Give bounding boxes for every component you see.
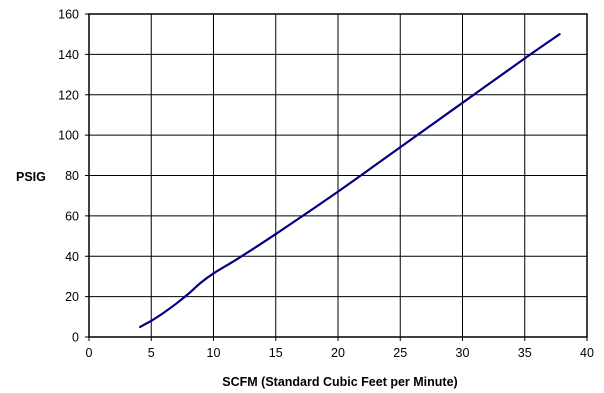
x-tick-label: 15: [269, 346, 283, 360]
y-tick-label: 0: [72, 331, 79, 345]
x-axis-ticks: 0 5 10 15 20 25 30 35 40: [86, 337, 594, 360]
grid-lines: [89, 14, 587, 337]
x-tick-label: 20: [331, 346, 345, 360]
y-tick-label: 40: [65, 250, 79, 264]
x-tick-label: 30: [456, 346, 470, 360]
y-tick-label: 140: [58, 48, 79, 62]
y-tick-label: 60: [65, 209, 79, 223]
x-tick-label: 25: [393, 346, 407, 360]
y-tick-label: 80: [65, 169, 79, 183]
series-layer: [138, 33, 561, 329]
x-tick-label: 35: [518, 346, 532, 360]
plot-area: [88, 13, 588, 338]
y-axis-ticks: 0 20 40 60 80 100 120 140 160: [58, 8, 89, 345]
y-axis-title: PSIG: [16, 170, 46, 184]
series-line: [138, 33, 561, 329]
x-tick-label: 5: [148, 346, 155, 360]
x-axis-title: SCFM (Standard Cubic Feet per Minute): [222, 375, 457, 389]
y-tick-label: 160: [58, 8, 79, 22]
y-tick-label: 20: [65, 290, 79, 304]
y-tick-label: 100: [58, 129, 79, 143]
y-tick-label: 120: [58, 88, 79, 102]
x-tick-label: 40: [580, 346, 594, 360]
x-tick-label: 10: [207, 346, 221, 360]
x-tick-label: 0: [86, 346, 93, 360]
